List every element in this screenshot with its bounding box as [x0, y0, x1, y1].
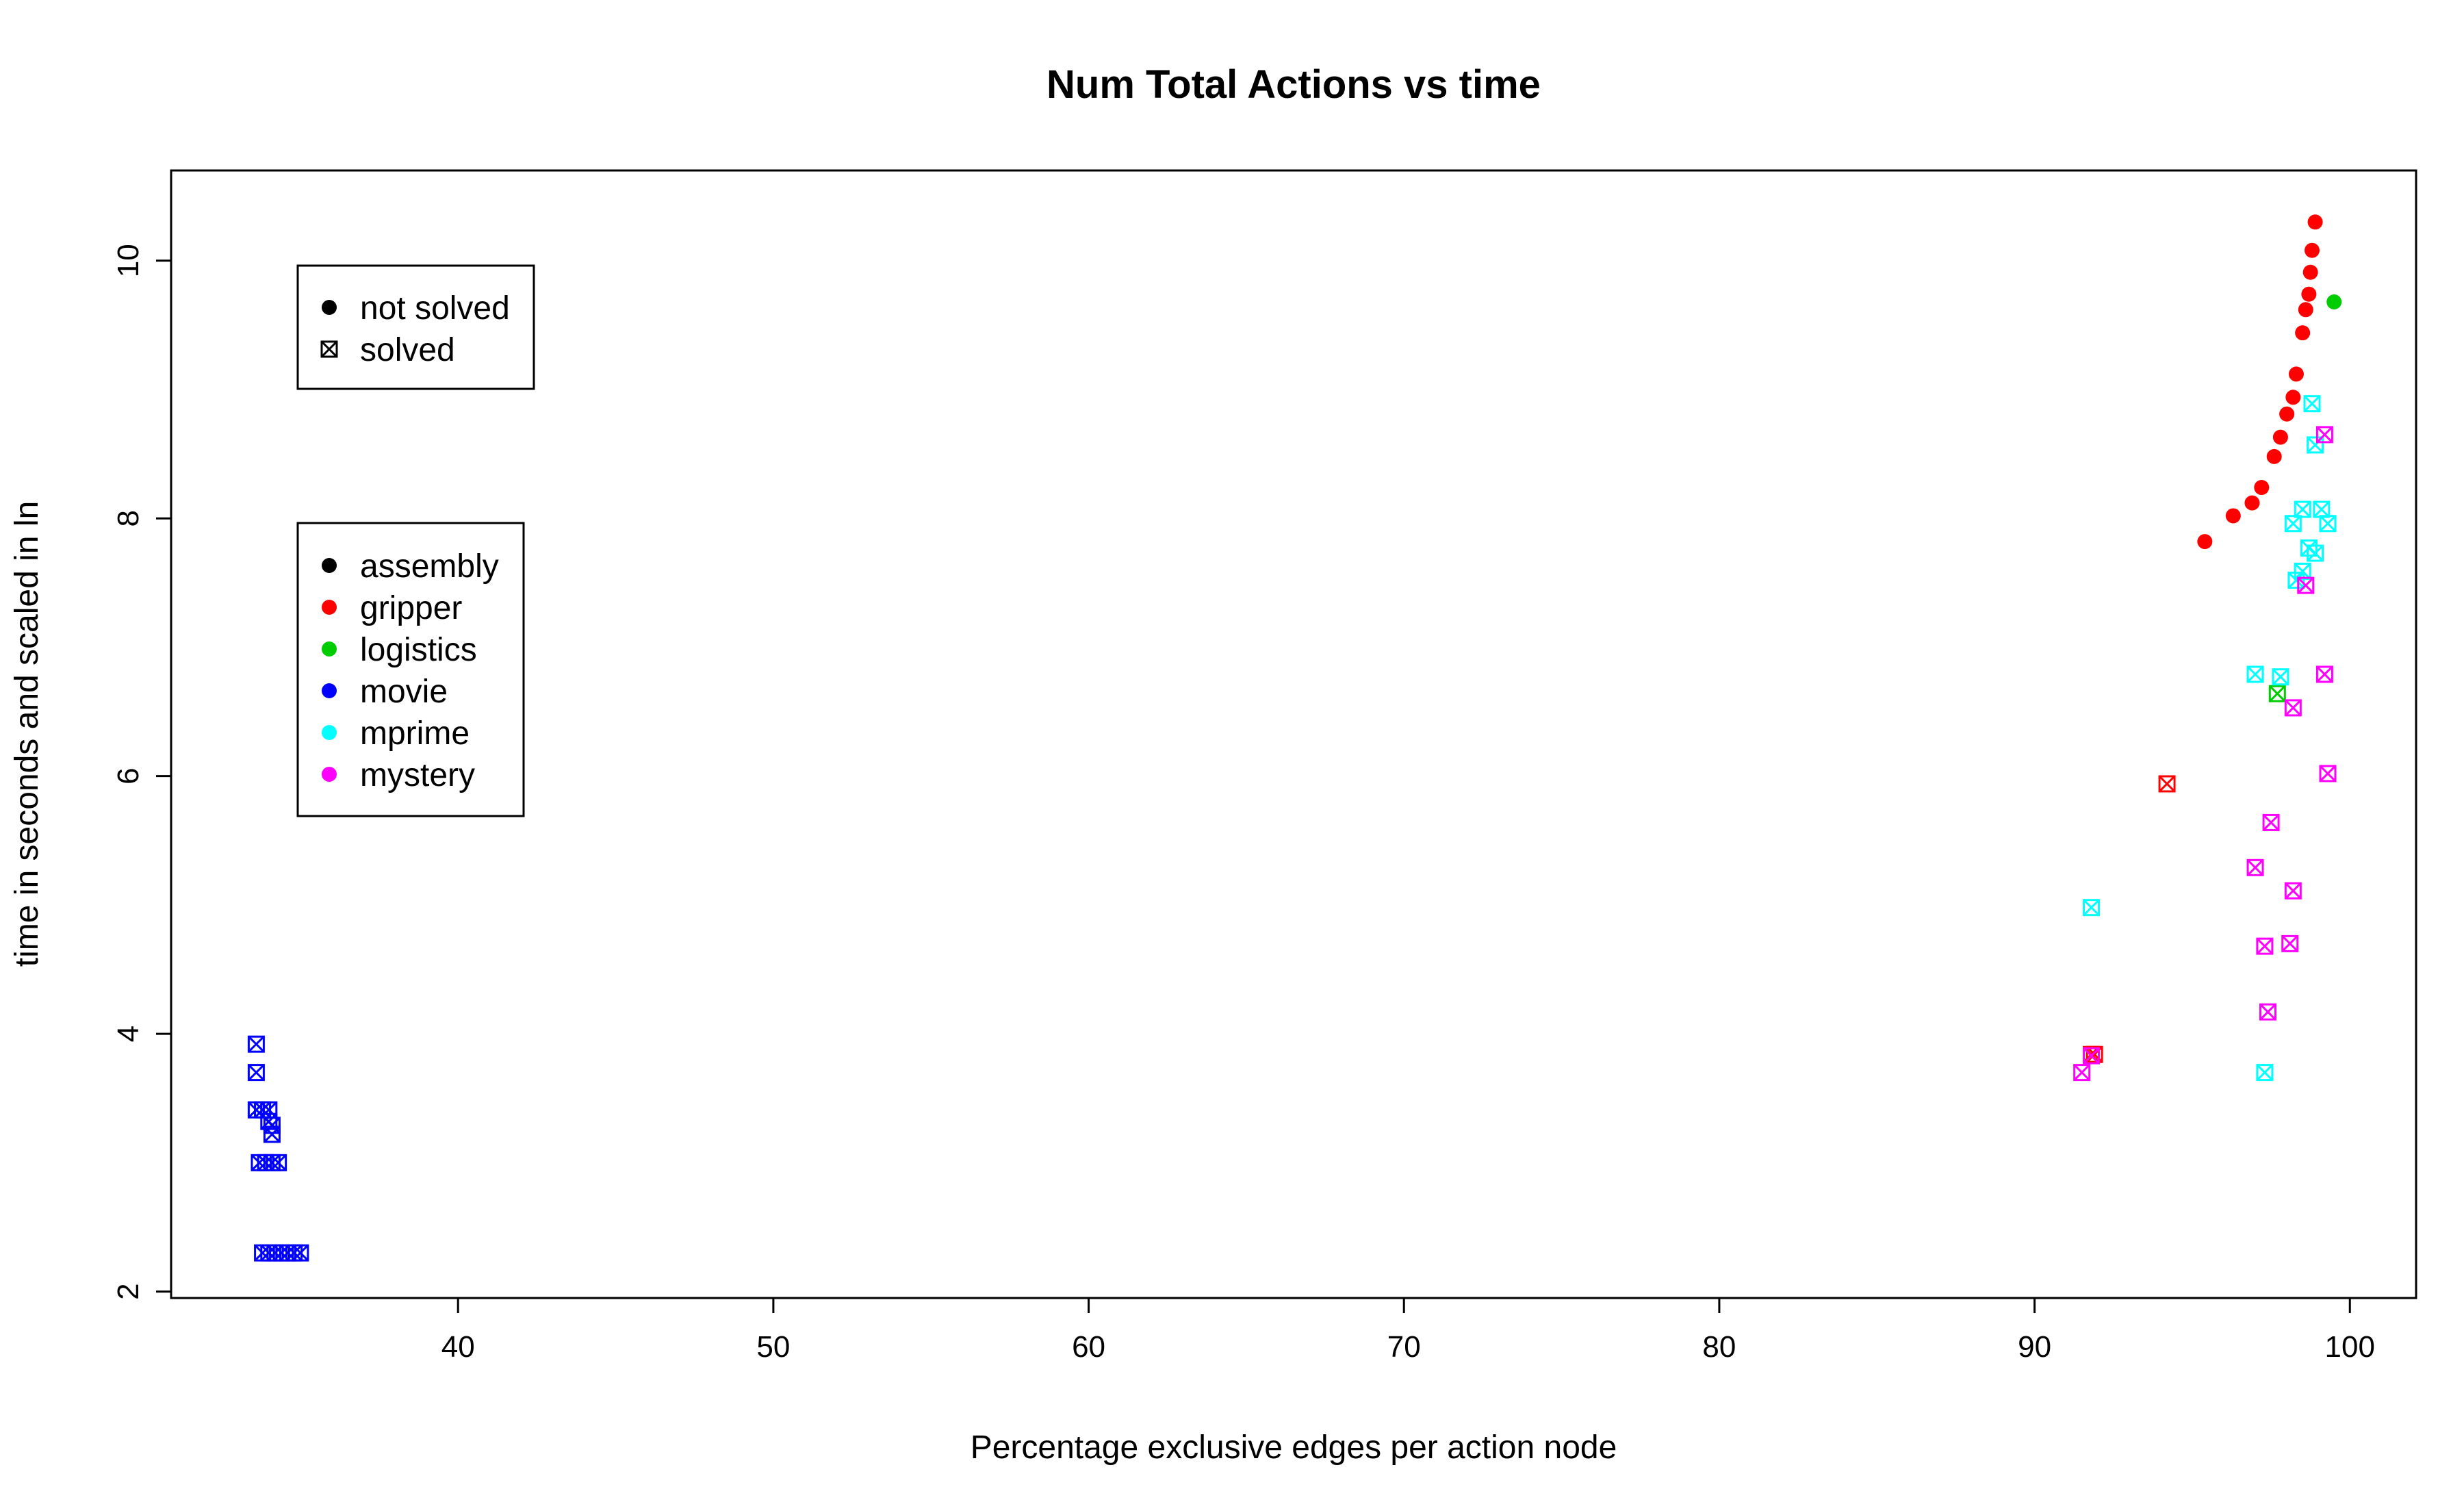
- data-points: [247, 214, 2342, 1262]
- y-tick-label: 4: [112, 1026, 145, 1042]
- gripper-solved-point: [2158, 775, 2176, 793]
- gripper-not-solved-point: [2307, 214, 2323, 230]
- mystery-solved-point: [2315, 665, 2333, 683]
- legend-status: not solved solved: [296, 264, 535, 390]
- legend-marker-mprime: [322, 725, 337, 740]
- y-tick-label: 10: [112, 244, 145, 277]
- legend-marker-assembly: [322, 558, 337, 573]
- x-tick-label: 60: [1072, 1330, 1105, 1364]
- gripper-not-solved-point: [2301, 286, 2317, 302]
- mystery-solved-point: [2256, 937, 2274, 955]
- legend-marker-solved: [320, 340, 338, 358]
- legend-domain: assembly gripper logistics movie mprime myste…: [296, 522, 525, 817]
- x-tick-label: 40: [441, 1330, 475, 1364]
- mystery-solved-point: [2284, 882, 2302, 900]
- legend-label: mprime: [360, 715, 470, 752]
- y-tick-label: 2: [112, 1283, 145, 1299]
- movie-solved-point: [263, 1125, 281, 1143]
- mprime-solved-point: [2319, 515, 2337, 533]
- legend-box: [296, 522, 525, 817]
- y-axis-label: time in seconds and scaled in ln: [9, 501, 45, 967]
- gripper-not-solved-point: [2288, 366, 2304, 382]
- mystery-solved-point: [2262, 813, 2280, 831]
- legend-marker-gripper: [322, 600, 337, 615]
- movie-solved-point: [292, 1244, 309, 1262]
- legend-label: solved: [360, 332, 455, 368]
- legend-label: logistics: [360, 632, 477, 668]
- gripper-not-solved-point: [2225, 508, 2241, 524]
- gripper-not-solved-point: [2197, 534, 2213, 550]
- mystery-solved-point: [2246, 858, 2264, 876]
- mprime-solved-point: [2272, 668, 2289, 686]
- gripper-not-solved-point: [2279, 406, 2295, 422]
- mystery-solved-point: [2083, 1047, 2101, 1065]
- mystery-solved-point: [2281, 934, 2299, 952]
- movie-solved-point: [247, 1064, 265, 1082]
- legend-marker-movie: [322, 683, 337, 698]
- mprime-solved-point: [2294, 562, 2311, 580]
- legend-label: movie: [360, 674, 448, 710]
- gripper-not-solved-point: [2266, 448, 2282, 464]
- logistics-not-solved-point: [2326, 294, 2342, 309]
- x-axis: 40 50 60 70 80 90 100: [441, 1297, 2375, 1364]
- logistics-solved-point: [2268, 685, 2286, 702]
- x-tick-label: 90: [2018, 1330, 2051, 1364]
- legend-label: mystery: [360, 757, 475, 793]
- gripper-not-solved-point: [2285, 390, 2301, 405]
- x-tick-label: 100: [2325, 1330, 2375, 1364]
- legend-marker-not-solved: [322, 300, 337, 315]
- gripper-not-solved-point: [2244, 495, 2260, 511]
- y-tick-label: 6: [112, 767, 145, 784]
- legend-label: assembly: [360, 548, 499, 585]
- mystery-solved-point: [2259, 1003, 2276, 1021]
- chart-title: Num Total Actions vs time: [1047, 62, 1541, 107]
- legend-box: [296, 264, 535, 390]
- gripper-not-solved-point: [2254, 480, 2270, 496]
- legend-marker-logistics: [322, 641, 337, 657]
- x-axis-label: Percentage exclusive edges per action no…: [971, 1429, 1617, 1466]
- y-axis: 2 4 6 8 10: [112, 244, 172, 1300]
- mystery-solved-point: [2319, 765, 2337, 782]
- mprime-solved-point: [2313, 500, 2331, 518]
- gripper-not-solved-point: [2272, 429, 2288, 445]
- mprime-solved-point: [2284, 515, 2302, 533]
- x-tick-label: 80: [1702, 1330, 1736, 1364]
- mystery-solved-point: [2284, 699, 2302, 717]
- y-tick-label: 8: [112, 510, 145, 526]
- mystery-solved-point: [2073, 1064, 2091, 1082]
- mystery-solved-point: [2297, 576, 2315, 594]
- movie-solved-point: [247, 1035, 265, 1053]
- mprime-solved-point: [2307, 544, 2324, 562]
- mprime-solved-point: [2303, 395, 2321, 413]
- mprime-solved-point: [2294, 500, 2311, 518]
- legend-label: gripper: [360, 590, 462, 626]
- movie-solved-point: [270, 1154, 287, 1171]
- legend-marker-mystery: [322, 767, 337, 782]
- mprime-solved-point: [2256, 1064, 2274, 1082]
- mprime-solved-point: [2287, 572, 2305, 589]
- mystery-solved-point: [2315, 426, 2333, 444]
- gripper-not-solved-point: [2302, 264, 2318, 280]
- gripper-not-solved-point: [2304, 242, 2320, 258]
- legends: not solved solved assembly gripper logistics…: [296, 264, 535, 817]
- gripper-not-solved-point: [2298, 302, 2313, 318]
- mprime-solved-point: [2083, 899, 2101, 917]
- x-tick-label: 50: [756, 1330, 790, 1364]
- gripper-not-solved-point: [2295, 325, 2311, 341]
- mprime-solved-point: [2246, 665, 2264, 683]
- x-tick-label: 70: [1387, 1330, 1421, 1364]
- legend-label: not solved: [360, 290, 510, 327]
